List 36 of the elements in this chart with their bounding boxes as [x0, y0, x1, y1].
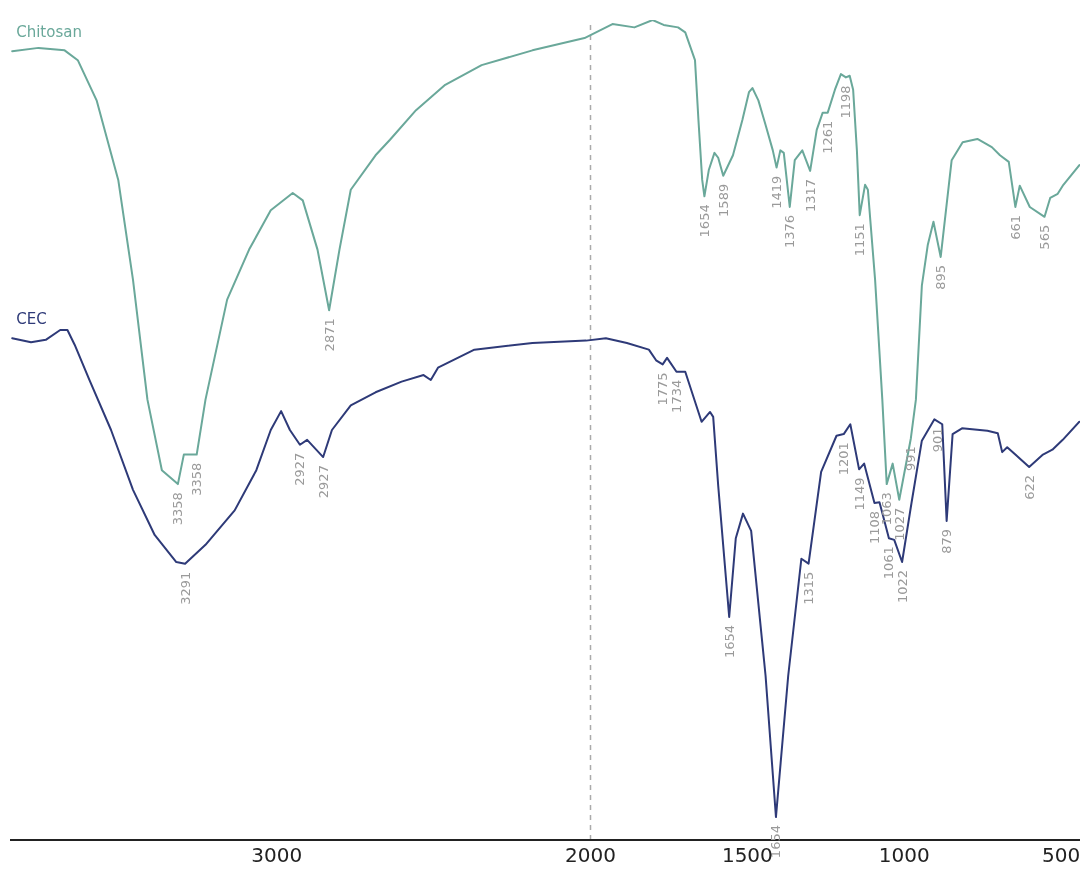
annotation: 1151	[852, 223, 868, 257]
annotation: 1022	[894, 570, 910, 604]
annotation: 1589	[715, 183, 731, 217]
annotation: 3358	[189, 462, 205, 496]
series-label: Chitosan	[16, 23, 82, 42]
annotation: 1775	[655, 372, 671, 406]
annotation: 3358	[170, 492, 186, 526]
x-tick-label: 1000	[878, 843, 930, 868]
x-tick-label: 500	[1042, 843, 1080, 868]
annotation: 1061	[881, 546, 897, 580]
annotation: 1201	[836, 442, 852, 476]
annotation: 1654	[696, 204, 712, 238]
annotation: 1376	[782, 214, 798, 249]
annotation: 2871	[321, 318, 337, 352]
annotation: 1315	[801, 571, 817, 605]
annotation: 991	[903, 446, 919, 472]
annotation: 622	[1021, 474, 1037, 500]
annotation: 1419	[769, 175, 785, 209]
annotation: 1149	[851, 477, 867, 511]
annotation: 1317	[802, 178, 818, 212]
annotation: 1108	[866, 510, 882, 545]
annotation: 1734	[668, 379, 684, 413]
annotation: 2927	[292, 452, 308, 486]
annotation: 1654	[721, 624, 737, 659]
x-tick-label: 2000	[565, 843, 616, 868]
annotation: 1261	[820, 120, 836, 154]
annotation: 901	[930, 427, 946, 453]
x-tick-label: 3000	[251, 843, 303, 868]
annotation: 565	[1037, 224, 1053, 250]
annotation: 879	[939, 529, 955, 554]
annotation: 895	[933, 264, 949, 290]
annotation: 3291	[177, 571, 193, 605]
annotation: 1198	[838, 85, 854, 119]
series-label: CEC	[16, 310, 47, 329]
annotation: 2927	[315, 465, 331, 499]
annotation: 661	[1007, 214, 1023, 240]
